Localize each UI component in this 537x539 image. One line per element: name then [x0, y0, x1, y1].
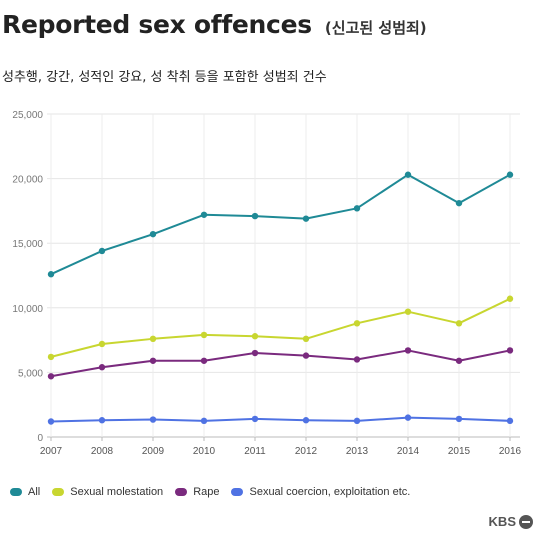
data-point [302, 335, 310, 343]
legend-swatch [175, 488, 188, 496]
series-line [50, 173, 511, 276]
line-chart: 0 5,000 10,000 15,000 20,000 25,000 2007 2008 20… [12, 110, 522, 457]
data-point [506, 171, 514, 178]
data-point [251, 212, 259, 220]
legend-item: Rape [175, 486, 219, 498]
data-point [200, 357, 208, 364]
y-tick-label: 15,000 [12, 239, 43, 250]
y-tick-label: 0 [37, 433, 43, 444]
data-point [98, 417, 106, 424]
data-point [353, 320, 361, 327]
data-point [353, 205, 361, 212]
x-tick-label: 2015 [448, 446, 471, 457]
data-point [149, 335, 157, 343]
kbs-logo-text: KBS [488, 514, 516, 529]
legend-item: All [10, 486, 40, 498]
legend-item: Sexual molestation [52, 486, 163, 498]
data-point [251, 333, 259, 340]
data-point [47, 373, 55, 380]
data-point [200, 331, 208, 339]
data-point [302, 352, 310, 359]
data-point [47, 353, 55, 361]
chart-subtitle: 성추행, 강간, 성적인 강요, 성 착취 등을 포함한 성범죄 건수 [2, 70, 327, 85]
y-tick-label: 20,000 [12, 175, 43, 186]
data-point [506, 347, 514, 354]
series-line [50, 349, 511, 378]
data-point [302, 215, 310, 222]
data-point [200, 211, 208, 218]
data-point [404, 308, 412, 315]
legend-label: Rape [193, 486, 220, 498]
x-tick-label: 2013 [346, 446, 369, 457]
data-point [98, 364, 106, 371]
legend-item: Sexual coercion, exploitation etc. [231, 486, 410, 498]
data-point [47, 418, 55, 425]
chart-legend: All Sexual molestation Rape Sexual coercion… [10, 486, 422, 498]
data-point [353, 356, 361, 363]
data-point [251, 415, 259, 423]
y-tick-label: 5,000 [18, 368, 43, 379]
data-point [404, 414, 412, 421]
data-point [404, 347, 412, 354]
data-point [149, 416, 157, 423]
legend-swatch [10, 488, 22, 496]
series-line [50, 297, 511, 358]
kbs-logo-icon [519, 514, 533, 529]
data-point [455, 320, 463, 327]
x-tick-label: 2014 [397, 446, 420, 457]
x-tick-label: 2008 [91, 446, 114, 457]
data-point [149, 230, 157, 238]
data-point [149, 357, 157, 364]
legend-swatch [52, 488, 65, 496]
legend-swatch [231, 488, 244, 496]
data-point [353, 417, 361, 425]
data-point [98, 340, 106, 348]
data-point [455, 415, 463, 423]
data-point [302, 417, 310, 424]
x-tick-label: 2007 [40, 446, 63, 457]
chart-title: Reported sex offences [2, 10, 312, 39]
y-tick-label: 25,000 [12, 110, 43, 121]
data-point [200, 417, 208, 425]
legend-label: Sexual coercion, exploitation etc. [249, 486, 411, 498]
x-tick-label: 2011 [244, 446, 266, 457]
data-point [251, 349, 259, 357]
data-point [506, 417, 514, 425]
kbs-logo: KBS [489, 514, 533, 529]
data-point [98, 247, 106, 255]
data-point [455, 357, 463, 364]
series-line [50, 416, 511, 423]
chart-title-korean: (신고된 성범죄) [324, 19, 427, 37]
data-point [455, 199, 463, 207]
x-tick-label: 2009 [142, 446, 165, 457]
data-point [506, 295, 514, 302]
x-tick-label: 2012 [295, 446, 318, 457]
legend-label: Sexual molestation [70, 486, 164, 498]
title-row: Reported sex offences (신고된 성범죄) [2, 10, 427, 39]
data-point [47, 271, 55, 278]
data-point [404, 171, 412, 178]
x-tick-label: 2016 [499, 446, 522, 457]
y-tick-label: 10,000 [12, 304, 43, 315]
legend-label: All [28, 486, 41, 498]
x-tick-label: 2010 [193, 446, 216, 457]
